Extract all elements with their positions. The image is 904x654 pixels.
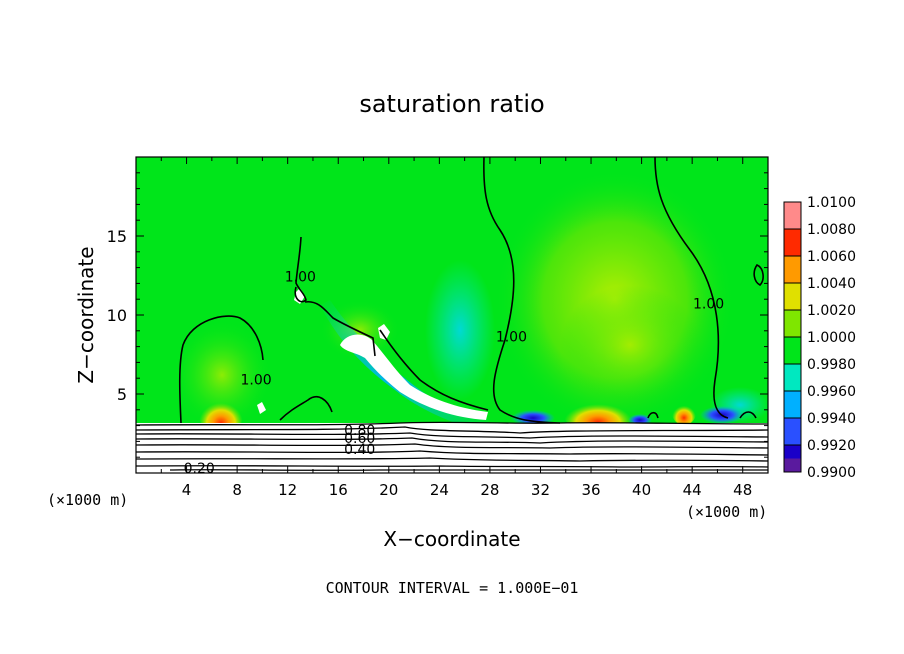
- y-tick-label-10: 10: [107, 306, 127, 325]
- x-tick-label-24: 24: [430, 481, 449, 499]
- field-hotspot-right: [672, 401, 696, 425]
- colorbar-band: [784, 310, 801, 337]
- x-tick-label-8: 8: [232, 481, 242, 499]
- colorbar-label: 0.9900: [807, 465, 856, 481]
- field-surface-layer: [136, 423, 768, 473]
- contour-tower-left: [294, 236, 307, 303]
- y-axis-title: Z−coordinate: [74, 246, 98, 383]
- surface-contour-lines: [136, 421, 768, 472]
- contour-label: 1.00: [285, 270, 316, 286]
- contour-interval-note: CONTOUR INTERVAL = 1.000E−01: [326, 579, 579, 597]
- y-axis-ticks: 5 10 15: [107, 172, 768, 458]
- field-region-cyan-mid: [425, 260, 495, 400]
- contour-left-lobe: [178, 315, 264, 424]
- colorbar-band: [784, 337, 801, 364]
- x-tick-label-20: 20: [379, 481, 398, 499]
- x-tick-label-32: 32: [531, 481, 550, 499]
- colorbar-band: [784, 283, 801, 310]
- contour-right-small: [753, 264, 764, 286]
- contour-right-tower: [654, 157, 729, 419]
- x-tick-label-40: 40: [632, 481, 651, 499]
- surface-contour-2: [136, 426, 768, 434]
- contour-bottom-bump-3: [739, 411, 757, 419]
- colorbar-band: [784, 256, 801, 283]
- surface-contour-4: [136, 437, 768, 444]
- surface-contour-7: [136, 457, 768, 462]
- colorbar-label: 0.9960: [807, 384, 856, 400]
- colorbar-label: 0.9920: [807, 438, 856, 454]
- contour-labels: 1.00 1.00 1.00 1.00 0.800.600.40 0.20: [184, 270, 725, 477]
- x-tick-label-36: 36: [581, 481, 600, 499]
- x-tick-label-4: 4: [182, 481, 192, 499]
- contour-label: 0.60: [344, 431, 375, 447]
- contour-label: 0.40: [344, 442, 375, 458]
- contour-upper-streak: [304, 300, 376, 357]
- colorbar-label: 1.0000: [807, 330, 856, 346]
- x-tick-label-16: 16: [329, 481, 348, 499]
- colorbar-band: [784, 391, 801, 418]
- colorbar-label: 0.9940: [807, 411, 856, 427]
- surface-contour-5: [136, 443, 768, 449]
- x-unit-left: (×1000 m): [47, 491, 128, 509]
- x-tick-label-12: 12: [278, 481, 297, 499]
- colorbar-label: 1.0060: [807, 249, 856, 265]
- colorbar-band: [784, 364, 801, 391]
- y-tick-label-15: 15: [107, 227, 127, 246]
- colorbar-label: 1.0040: [807, 276, 856, 292]
- surface-contour-9: [169, 469, 768, 472]
- contour-label: 1.00: [693, 297, 724, 313]
- colorbar-label: 1.0080: [807, 222, 856, 238]
- saturation-field: 1.00 1.00 1.00 1.00 0.800.600.40 0.20: [136, 157, 768, 477]
- field-region-left-lobe: [172, 320, 272, 430]
- field-region-right-core: [560, 285, 700, 405]
- x-tick-label-44: 44: [683, 481, 702, 499]
- colorbar: 0.9900 0.9920 0.9940 0.9960 0.9980 1.0000 1.00…: [783, 195, 856, 481]
- colorbar-band: [784, 418, 801, 445]
- colorbar-band: [784, 202, 801, 229]
- surface-contour-8: [136, 465, 768, 468]
- contour-streak-loop: [379, 329, 489, 411]
- y-tick-label-5: 5: [117, 385, 127, 404]
- contour-lines-1-00: [178, 157, 764, 424]
- contour-bottom-bump-2: [647, 411, 659, 419]
- contour-label: 1.00: [496, 330, 527, 346]
- colorbar-label: 0.9980: [807, 357, 856, 373]
- contour-label: 0.20: [184, 461, 215, 477]
- contour-bottom-bump-1: [279, 396, 333, 421]
- contour-label: 1.00: [240, 372, 271, 388]
- x-tick-label-48: 48: [733, 481, 752, 499]
- x-axis-ticks: 4 8 12 16 20 24 28 32 36 40 44 48: [160, 157, 752, 499]
- colorbar-band: [784, 229, 801, 256]
- field-white-streak: [340, 334, 488, 420]
- x-axis-title: X−coordinate: [383, 527, 520, 551]
- field-white-patch-3: [378, 324, 390, 340]
- x-unit-right: (×1000 m): [686, 503, 767, 521]
- colorbar-label: 1.0100: [807, 195, 856, 211]
- field-white-patch-2: [257, 402, 266, 414]
- colorbar-band-min: [784, 458, 801, 472]
- x-tick-label-28: 28: [480, 481, 499, 499]
- contour-label: 0.80: [344, 423, 375, 439]
- surface-contour-3: [136, 432, 768, 439]
- surface-contour-1: [136, 421, 768, 426]
- chart-title: saturation ratio: [359, 90, 544, 118]
- contour-central-tower: [483, 157, 561, 424]
- colorbar-label: 1.0020: [807, 303, 856, 319]
- surface-contour-6: [136, 450, 768, 456]
